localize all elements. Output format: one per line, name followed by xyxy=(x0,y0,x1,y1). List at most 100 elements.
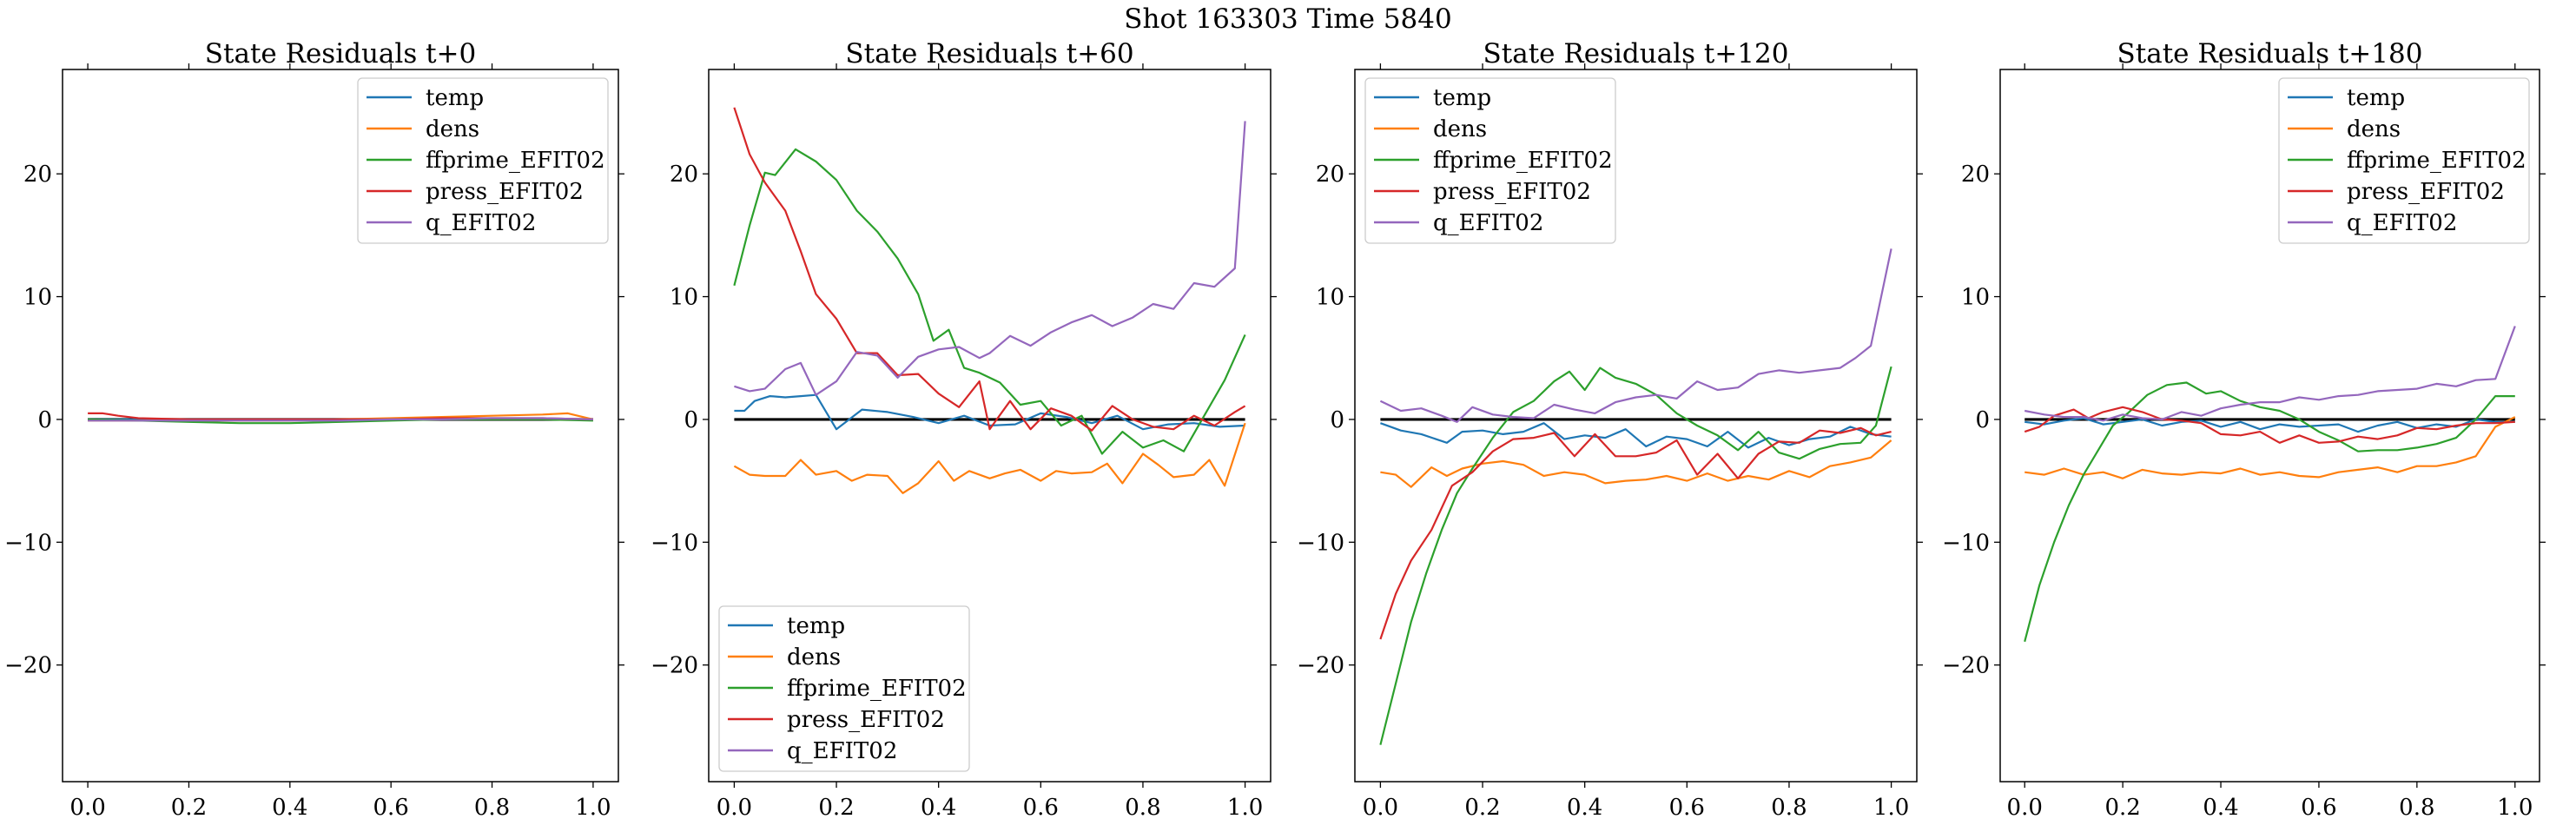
x-tick-label: 0.2 xyxy=(818,795,854,819)
legend: temp dens ffprime_EFIT02 press_EFIT02 q_EFIT… xyxy=(718,605,970,772)
series-line-dens xyxy=(1380,439,1892,488)
y-tick-label: 20 xyxy=(23,162,52,188)
y-tick-label: 20 xyxy=(670,162,698,188)
series-line-q-efit02 xyxy=(88,417,593,422)
legend-label: ffprime_EFIT02 xyxy=(426,148,605,174)
series-line-temp xyxy=(1380,422,1892,449)
legend-label: temp xyxy=(1433,85,1491,111)
x-tick-label: 0.2 xyxy=(2104,795,2140,819)
y-tick-label: 10 xyxy=(23,285,52,311)
x-tick-label: 0.0 xyxy=(69,795,105,819)
y-tick-label: 10 xyxy=(670,285,698,311)
series-line-temp xyxy=(2024,417,2515,433)
y-tick-label: −10 xyxy=(1942,530,1990,556)
legend-label: q_EFIT02 xyxy=(2347,210,2457,236)
x-tick-label: 0.0 xyxy=(2007,795,2043,819)
x-tick-label: 0.0 xyxy=(1363,795,1398,819)
y-tick-label: −10 xyxy=(651,530,698,556)
x-tick-label: 1.0 xyxy=(575,795,611,819)
legend-label: q_EFIT02 xyxy=(787,738,897,764)
y-tick-label: 20 xyxy=(1961,162,1990,188)
legend-box xyxy=(718,605,970,772)
legend-label: temp xyxy=(787,613,845,639)
x-tick-label: 0.4 xyxy=(921,795,956,819)
plot-frame xyxy=(62,69,619,783)
series-line-press-efit02 xyxy=(733,107,1246,432)
series-line-q-efit02 xyxy=(734,121,1246,396)
panel-4: State Residuals t+180 0.0 0.2 0.4 0.6 0.8 1.0 −… xyxy=(1942,38,2546,819)
legend-label: temp xyxy=(2347,85,2405,111)
y-tick-label: 0 xyxy=(1330,407,1344,433)
x-tick-label: 0.6 xyxy=(2301,795,2336,819)
legend: temp dens ffprime_EFIT02 press_EFIT02 q_EFIT… xyxy=(2278,77,2530,244)
legend-label: ffprime_EFIT02 xyxy=(787,676,967,702)
x-tick-label: 0.4 xyxy=(272,795,307,819)
plot-frame xyxy=(708,69,1271,783)
x-tick-label: 0.8 xyxy=(474,795,510,819)
legend: temp dens ffprime_EFIT02 press_EFIT02 q_EFIT… xyxy=(1364,77,1616,244)
legend-label: temp xyxy=(426,85,484,111)
series-line-temp xyxy=(734,393,1245,431)
series-line-ffprime-efit02 xyxy=(2024,381,2515,643)
plot-frame xyxy=(1354,69,1918,783)
figure-title: Shot 163303 Time 5840 xyxy=(1124,3,1451,35)
legend-label: q_EFIT02 xyxy=(1433,210,1543,236)
y-tick-label: −20 xyxy=(4,653,52,679)
y-tick-label: −20 xyxy=(651,653,698,679)
x-tick-label: 0.2 xyxy=(1464,795,1500,819)
legend: temp dens ffprime_EFIT02 press_EFIT02 q_EFIT… xyxy=(357,77,609,244)
legend-box xyxy=(2278,77,2530,244)
legend-label: press_EFIT02 xyxy=(2347,179,2505,205)
legend-label: ffprime_EFIT02 xyxy=(2347,148,2526,174)
legend-label: ffprime_EFIT02 xyxy=(1433,148,1613,174)
series-line-q-efit02 xyxy=(1379,248,1892,423)
x-tick-label: 0.6 xyxy=(1023,795,1059,819)
series-line-ffprime-efit02 xyxy=(1379,366,1892,745)
x-tick-label: 1.0 xyxy=(1227,795,1263,819)
legend-label: press_EFIT02 xyxy=(426,179,584,205)
panel-1: State Residuals t+0 0.0 0.2 0.4 0.6 0.8 1.0 −20… xyxy=(4,38,624,819)
series-line-ffprime-efit02 xyxy=(733,148,1246,455)
series-line-dens xyxy=(2024,416,2516,479)
y-tick-label: 10 xyxy=(1961,285,1990,311)
x-tick-label: 0.8 xyxy=(2399,795,2434,819)
panel-title: State Residuals t+120 xyxy=(1483,38,1789,69)
y-tick-label: 0 xyxy=(684,407,698,433)
y-tick-label: 0 xyxy=(37,407,52,433)
y-tick-label: −20 xyxy=(1297,653,1344,679)
x-tick-label: 0.2 xyxy=(171,795,207,819)
panel-title: State Residuals t+180 xyxy=(2117,38,2423,69)
y-tick-label: −20 xyxy=(1942,653,1990,679)
series-line-q-efit02 xyxy=(2024,326,2516,422)
y-tick-label: −10 xyxy=(1297,530,1344,556)
x-tick-label: 0.4 xyxy=(1567,795,1602,819)
legend-box xyxy=(357,77,609,244)
plot-frame xyxy=(1999,69,2540,783)
legend-label: press_EFIT02 xyxy=(787,707,945,733)
y-tick-label: 0 xyxy=(1975,407,1990,433)
panel-title: State Residuals t+60 xyxy=(845,38,1133,69)
legend-label: press_EFIT02 xyxy=(1433,179,1591,205)
x-tick-label: 1.0 xyxy=(1873,795,1909,819)
x-tick-label: 0.8 xyxy=(1125,795,1160,819)
panel-2: State Residuals t+60 0.0 0.2 0.4 0.6 0.8 1.0 −2… xyxy=(651,38,1277,819)
x-tick-label: 1.0 xyxy=(2497,795,2533,819)
y-tick-label: 10 xyxy=(1316,285,1344,311)
x-tick-label: 0.0 xyxy=(717,795,752,819)
y-tick-label: 20 xyxy=(1316,162,1344,188)
legend-label: q_EFIT02 xyxy=(426,210,536,236)
x-tick-label: 0.6 xyxy=(373,795,409,819)
series-line-press-efit02 xyxy=(1379,426,1892,640)
legend-label: dens xyxy=(2347,116,2401,142)
y-tick-label: −10 xyxy=(4,530,52,556)
legend-box xyxy=(1364,77,1616,244)
x-tick-label: 0.6 xyxy=(1669,795,1705,819)
series-line-press-efit02 xyxy=(2024,406,2515,444)
legend-label: dens xyxy=(787,644,841,670)
panel-3: State Residuals t+120 0.0 0.2 0.4 0.6 0.8 1.0 −… xyxy=(1297,38,1923,819)
legend-label: dens xyxy=(426,116,479,142)
series-line-dens xyxy=(733,422,1246,494)
x-tick-label: 0.8 xyxy=(1771,795,1807,819)
legend-label: dens xyxy=(1433,116,1487,142)
